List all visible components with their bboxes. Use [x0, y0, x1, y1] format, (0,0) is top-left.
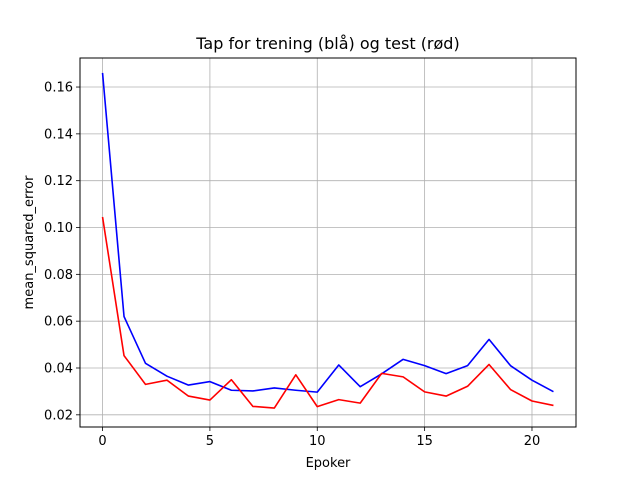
y-tick-label: 0.12: [44, 174, 73, 189]
y-tick-label: 0.06: [44, 315, 73, 330]
x-tick-label: 15: [416, 434, 433, 449]
grid: [80, 58, 576, 427]
x-tick-label: 5: [206, 434, 214, 449]
y-tick-label: 0.14: [44, 127, 73, 142]
chart-title: Tap for trening (blå) og test (rød): [195, 34, 459, 53]
y-tick-label: 0.08: [44, 268, 73, 283]
x-tick-label: 10: [309, 434, 326, 449]
ticks: 0 5 10 15 20 0.02 0.04 0.06 0.08 0.10 0.12 0.14 0.16: [44, 81, 540, 449]
x-tick-label: 20: [524, 434, 541, 449]
x-axis-label: Epoker: [306, 456, 351, 471]
y-tick-label: 0.02: [44, 408, 73, 423]
series-line-blue: [101, 72, 554, 393]
plot-frame: [79, 57, 577, 428]
y-axis-label: mean_squared_error: [22, 175, 37, 310]
series-lines: [101, 72, 554, 409]
series-line-red: [101, 216, 554, 409]
y-tick-label: 0.04: [44, 361, 73, 376]
y-tick-label: 0.10: [44, 221, 73, 236]
x-tick-label: 0: [98, 434, 106, 449]
y-tick-label: 0.16: [44, 81, 73, 96]
